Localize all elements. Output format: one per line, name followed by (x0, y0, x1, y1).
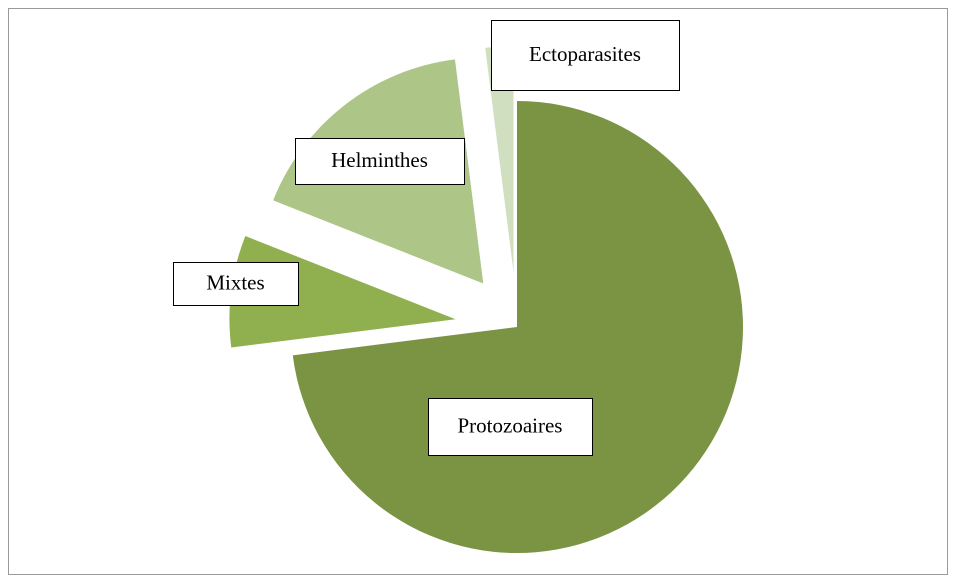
slice-label: Protozoaires (458, 413, 563, 437)
pie-slice (485, 46, 514, 273)
pie-slice (292, 101, 743, 553)
slice-label: Mixtes (206, 270, 264, 294)
label-box (295, 138, 465, 185)
label-box (173, 262, 299, 306)
label-box (491, 20, 680, 91)
slice-label: Ectoparasites (529, 42, 641, 66)
label-box (428, 398, 593, 456)
slice-label: Helminthes (331, 148, 428, 172)
